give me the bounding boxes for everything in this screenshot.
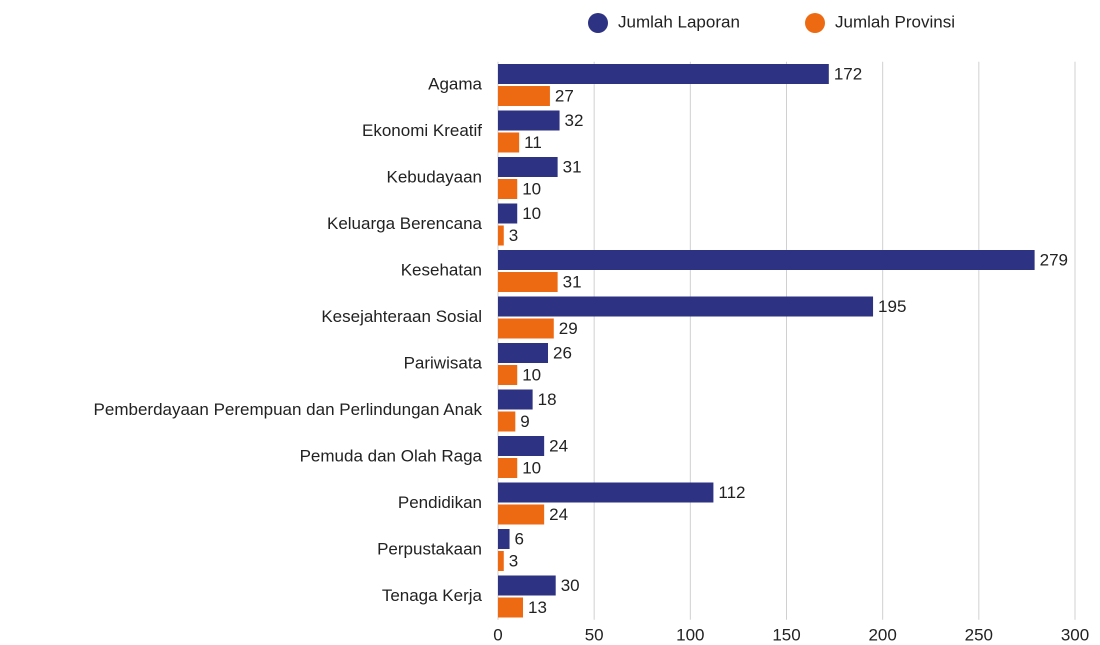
data-label: 10 — [522, 179, 541, 198]
data-label: 29 — [559, 319, 578, 338]
bar — [498, 64, 829, 84]
y-tick-label: Pendidikan — [398, 493, 482, 512]
y-tick-label: Pariwisata — [404, 353, 483, 372]
bar — [498, 203, 518, 224]
data-label: 24 — [549, 505, 568, 524]
legend-label: Jumlah Provinsi — [835, 12, 955, 31]
bar — [498, 597, 524, 618]
data-label: 31 — [563, 272, 582, 291]
x-tick-label: 150 — [772, 625, 800, 644]
bar — [498, 551, 504, 571]
legend-swatch — [588, 13, 608, 33]
x-tick-label: 300 — [1061, 625, 1089, 644]
data-label: 3 — [509, 226, 518, 245]
data-label: 10 — [522, 204, 541, 223]
y-tick-label: Agama — [428, 74, 482, 93]
bar — [498, 110, 560, 131]
y-tick-label: Ekonomi Kreatif — [362, 121, 482, 140]
bar — [498, 458, 518, 478]
data-label: 18 — [538, 390, 557, 409]
y-tick-label: Pemberdayaan Perempuan dan Perlindungan … — [94, 400, 483, 419]
data-label: 112 — [718, 483, 745, 502]
bar — [498, 157, 558, 177]
data-label: 279 — [1040, 250, 1068, 269]
data-label: 10 — [522, 365, 541, 384]
data-label: 32 — [565, 111, 584, 130]
bar — [498, 225, 504, 246]
x-tick-label: 0 — [493, 625, 502, 644]
bar — [498, 86, 550, 106]
y-tick-label: Kesejahteraan Sosial — [321, 307, 482, 326]
data-label: 195 — [878, 297, 906, 316]
y-tick-label: Pemuda dan Olah Raga — [300, 446, 483, 465]
y-tick-label: Kesehatan — [401, 260, 482, 279]
data-label: 30 — [561, 576, 580, 595]
bar — [498, 482, 714, 503]
legend-label: Jumlah Laporan — [618, 12, 740, 31]
bar — [498, 411, 516, 432]
legend-swatch — [805, 13, 825, 33]
bar — [498, 365, 518, 385]
bar — [498, 296, 874, 317]
data-label: 10 — [522, 458, 541, 477]
x-tick-label: 50 — [585, 625, 604, 644]
data-label: 26 — [553, 343, 572, 362]
x-tick-label: 100 — [676, 625, 704, 644]
x-tick-label: 200 — [868, 625, 896, 644]
bar — [498, 575, 556, 596]
data-label: 27 — [555, 86, 574, 105]
bar — [498, 436, 545, 456]
data-label: 3 — [509, 551, 518, 570]
bar — [498, 179, 518, 199]
data-label: 13 — [528, 598, 547, 617]
y-tick-label: Tenaga Kerja — [382, 586, 483, 605]
data-label: 31 — [563, 157, 582, 176]
y-tick-label: Keluarga Berencana — [327, 214, 483, 233]
data-label: 9 — [520, 412, 529, 431]
bar — [498, 529, 510, 549]
x-tick-label: 250 — [965, 625, 993, 644]
data-label: 11 — [524, 133, 542, 152]
bar — [498, 272, 558, 292]
bar — [498, 389, 533, 410]
bar — [498, 250, 1035, 270]
bar — [498, 504, 545, 525]
data-label: 172 — [834, 64, 862, 83]
y-tick-label: Perpustakaan — [377, 539, 482, 558]
data-label: 24 — [549, 436, 568, 455]
y-tick-label: Kebudayaan — [387, 167, 482, 186]
bar — [498, 343, 549, 363]
data-label: 6 — [515, 529, 524, 548]
bar — [498, 318, 554, 339]
bar — [498, 132, 520, 153]
